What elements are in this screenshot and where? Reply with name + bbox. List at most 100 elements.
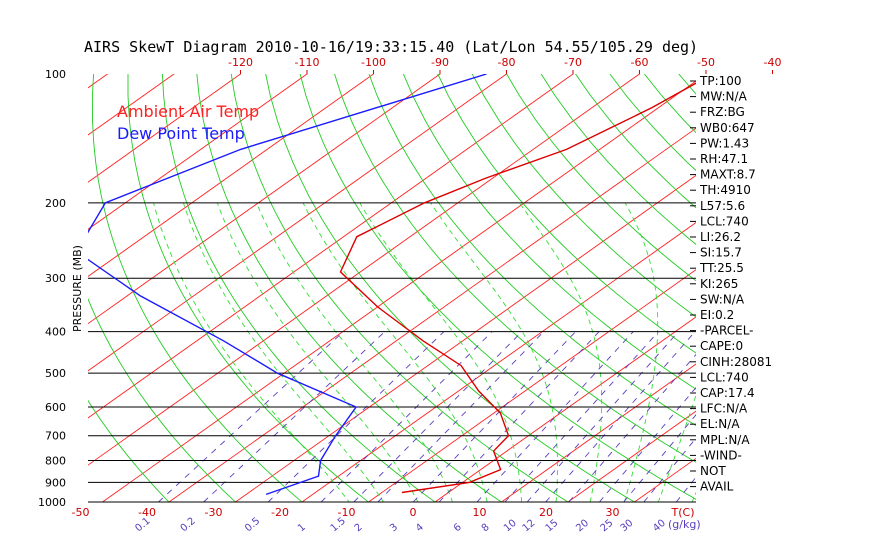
mixing-ratio-line [267, 331, 445, 502]
top-temp-label: -50 [697, 56, 715, 69]
pressure-tick-label: 200 [45, 197, 66, 210]
index-entry: NOT [700, 464, 726, 478]
index-entry: FRZ:BG [700, 105, 745, 119]
mixing-ratio-line [599, 386, 696, 502]
isotherm-line [88, 74, 441, 325]
moist-adiabat-line [519, 202, 603, 502]
bottom-temp-label: 20 [539, 506, 553, 519]
index-entry: WB0:647 [700, 121, 755, 135]
top-temp-label: -80 [497, 56, 515, 69]
pressure-tick-label: 700 [45, 430, 66, 443]
dry-adiabat-line [506, 74, 696, 282]
index-entry: EI:0.2 [700, 308, 734, 322]
moist-adiabat-line [256, 202, 453, 502]
pressure-tick-label: 800 [45, 455, 66, 468]
dry-adiabat-line [776, 33, 870, 512]
isotherm-line [88, 74, 375, 278]
index-entry: CINH:28081 [700, 355, 772, 369]
mixing-ratio-line [320, 331, 493, 502]
mixing-ratio-line [568, 353, 696, 502]
isotherm-line [301, 222, 696, 502]
top-temp-label: -90 [431, 56, 449, 69]
index-entry: -PARCEL- [700, 324, 754, 338]
moist-adiabat-line [623, 202, 659, 502]
top-temp-label: -100 [361, 56, 386, 69]
mixing-ratio-label: 0.5 [243, 516, 262, 535]
mixing-ratio-label: 0.2 [179, 516, 198, 535]
mixing-ratio-line [623, 414, 696, 502]
moist-adiabat-line [657, 393, 696, 502]
mixing-ratio-line [438, 331, 600, 502]
bottom-temp-label: -10 [338, 506, 356, 519]
index-entry: SI:15.7 [700, 246, 742, 260]
moist-adiabat-line [182, 202, 384, 502]
index-entry: LCL:740 [700, 370, 749, 384]
dry-adiabat-line [265, 74, 636, 502]
isotherm-line [367, 269, 696, 502]
mixing-ratio-label: 40 [651, 518, 668, 535]
mixing-ratio-line [158, 331, 344, 502]
mixing-ratio-line [526, 331, 679, 502]
pressure-tick-label: 1000 [38, 496, 66, 509]
index-entry: L57:5.6 [700, 199, 745, 213]
isotherm-line [88, 74, 308, 230]
dry-adiabat-line [368, 74, 696, 427]
top-temp-label: -40 [763, 56, 781, 69]
mixing-ratio-line [412, 331, 576, 502]
index-entry: MW:N/A [700, 90, 748, 104]
bottom-temp-label: 0 [410, 506, 417, 519]
moist-adiabat-line [216, 202, 419, 502]
isotherm-line [168, 127, 696, 502]
mixing-ratio-label: 1 [296, 522, 308, 535]
mixing-ratio-line [476, 331, 634, 502]
isotherm-line [88, 74, 242, 183]
bottom-temp-label: -20 [271, 506, 289, 519]
dry-adiabat-line [196, 74, 503, 502]
top-temp-label: -120 [228, 56, 253, 69]
mixing-ratio-label: 30 [619, 518, 636, 535]
index-entry: CAP:17.4 [700, 386, 755, 400]
isotherm-line [500, 363, 696, 502]
isotherm-line [88, 74, 641, 466]
bottom-temp-label: -30 [205, 506, 223, 519]
y-axis-label: PRESSURE (MB) [71, 245, 84, 332]
mixing-ratio-label: 4 [414, 522, 426, 535]
mixing-ratio-label: 3 [388, 522, 400, 535]
legend-temperature: Ambient Air Temp [117, 102, 259, 121]
pressure-tick-label: 100 [45, 68, 66, 81]
bottom-temp-label: -50 [72, 506, 90, 519]
bottom-temp-label: 30 [606, 506, 620, 519]
mixing-ratio-label: 12 [521, 518, 538, 535]
dry-adiabat-line [161, 74, 436, 502]
mixing-ratio-line [643, 437, 696, 502]
index-entry: MAXT:8.7 [700, 168, 756, 182]
dry-adiabat-line [91, 74, 303, 502]
mixing-ratio-label: 8 [480, 522, 492, 535]
isotherm-line [101, 80, 696, 502]
dry-adiabat-line [744, 33, 870, 512]
dry-adiabat-line [88, 399, 170, 502]
dewpoint-profile [88, 74, 487, 496]
dry-adiabat-line [88, 297, 237, 502]
dry-adiabat-line [334, 74, 696, 463]
index-entry: PW:1.43 [700, 136, 749, 150]
dry-adiabat-line [230, 74, 569, 502]
bottom-temp-label: 10 [473, 506, 487, 519]
dry-adiabat-line [841, 33, 870, 512]
moist-adiabat-line [430, 202, 558, 502]
index-entry: RH:47.1 [700, 152, 748, 166]
isotherm-line [88, 74, 574, 419]
index-entry: KI:265 [700, 277, 738, 291]
mixing-ratio-label: 2 [353, 522, 365, 535]
mixing-ratio-label: 10 [502, 518, 519, 535]
pressure-tick-label: 600 [45, 401, 66, 414]
mixing-ratio-line [545, 331, 696, 502]
index-entry: LCL:740 [700, 214, 749, 228]
dry-adiabat-line [127, 74, 370, 502]
moist-adiabat-line [153, 202, 350, 502]
index-entry: MPL:N/A [700, 433, 750, 447]
isotherm-line [0, 33, 33, 512]
mixing-ratio-line [504, 331, 659, 502]
mixing-ratio-label: 15 [544, 518, 561, 535]
pressure-tick-label: 500 [45, 367, 66, 380]
